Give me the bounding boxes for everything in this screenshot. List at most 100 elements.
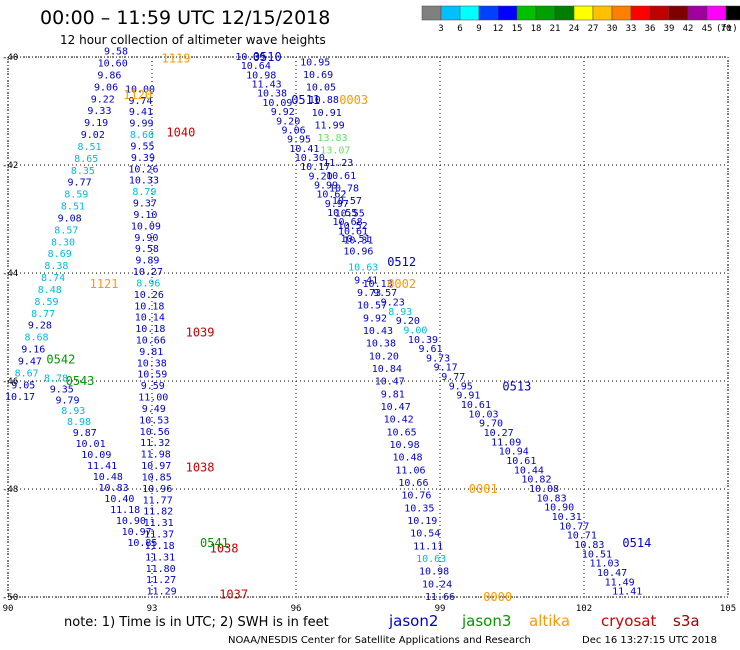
wave-height-value: 10.41: [289, 144, 319, 155]
x-tick-label: 96: [291, 604, 302, 614]
pass-labels: 1119112010401121103905420543103810380541…: [46, 50, 651, 604]
wave-height-value: 9.77: [441, 372, 465, 383]
wave-height-value: 10.19: [407, 516, 437, 527]
wave-height-value: 9.41: [354, 275, 378, 286]
wave-height-value: 13.83: [317, 133, 347, 144]
wave-height-value: 10.31: [552, 512, 582, 523]
wave-height-value: 10.61: [338, 226, 368, 237]
wave-height-value: 13.07: [320, 146, 350, 157]
pass-label: 1120: [123, 88, 152, 102]
wave-height-value: 9.59: [141, 381, 165, 392]
pass-label: 0513: [502, 379, 531, 393]
wave-height-value: 10.20: [369, 351, 399, 362]
colorbar-tick: 9: [476, 24, 481, 34]
wave-height-value: 11.41: [612, 587, 642, 598]
wave-height-value: 10.83: [537, 493, 567, 504]
wave-height-value: 10.55: [327, 208, 357, 219]
wave-height-value: 10.88: [309, 95, 339, 106]
y-tick-label: -46: [2, 377, 18, 387]
colorbar-swatch: [630, 5, 651, 21]
wave-height-value: 10.96: [142, 484, 172, 495]
colorbar-tick: 6: [457, 24, 462, 34]
colorbar-tick: 45: [702, 24, 713, 34]
colorbar-swatch: [516, 5, 537, 21]
wave-height-value: 9.23: [381, 297, 405, 308]
x-tick-label: 105: [720, 604, 736, 614]
pass-label: 1119: [162, 52, 191, 66]
wave-height-value: 9.37: [133, 199, 157, 210]
wave-height-value: 9.17: [434, 363, 458, 374]
wave-height-value: 10.48: [392, 453, 422, 464]
wave-height-value: 8.69: [48, 249, 72, 260]
wave-height-value: 9.81: [381, 389, 405, 400]
wave-height-value: 10.13: [363, 279, 393, 290]
colorbar-swatch: [497, 5, 518, 21]
wave-height-value: 9.02: [81, 130, 105, 141]
wave-height-value: 10.61: [506, 456, 536, 467]
wave-height-value: 8.77: [31, 309, 55, 320]
pass-label: 0514: [622, 536, 651, 550]
wave-height-value: 9.39: [131, 153, 155, 164]
wave-height-value: 10.91: [312, 108, 342, 119]
wave-height-value: 10.90: [544, 503, 574, 514]
pass-label: 0002: [387, 277, 416, 291]
pass-label: 1038: [186, 460, 215, 474]
wave-height-value: 10.85: [142, 472, 172, 483]
wave-height-value: 10.84: [372, 364, 402, 375]
wave-height-value: 11.32: [140, 438, 170, 449]
wave-height-value: 10.09: [262, 98, 292, 109]
wave-height-value: 11.99: [315, 120, 345, 131]
wave-height-value: 10.08: [529, 484, 559, 495]
wave-height-value: 9.87: [73, 428, 97, 439]
x-tick-label: 99: [435, 604, 446, 614]
wave-height-value: 9.20: [309, 171, 333, 182]
x-tick-labels: 90 93 96 99 102 105: [3, 604, 737, 614]
wave-height-value: 9.55: [130, 141, 154, 152]
wave-height-value: 10.76: [401, 491, 431, 502]
wave-height-value: 8.65: [74, 154, 98, 165]
wave-height-value: 10.57: [357, 301, 387, 312]
colorbar-swatch: [592, 5, 613, 21]
wave-height-value: 10.69: [303, 70, 333, 81]
wave-height-value: 10.94: [499, 447, 529, 458]
wave-height-value: 9.06: [94, 82, 118, 93]
footer-credit: NOAA/NESDIS Center for Satellite Applica…: [228, 635, 531, 646]
wave-height-value: 10.39: [235, 52, 265, 63]
wave-height-value: 11.29: [147, 587, 177, 598]
colorbar-swatch: [459, 5, 480, 21]
wave-height-value: 9.90: [134, 233, 158, 244]
wave-height-value: 11.31: [144, 518, 174, 529]
pass-label: 0003: [339, 93, 368, 107]
wave-height-value: 9.08: [58, 213, 82, 224]
wave-height-value: 9.99: [314, 181, 338, 192]
y-tick-label: -50: [2, 593, 18, 603]
wave-height-value: 11.00: [138, 393, 168, 404]
wave-height-value: 10.83: [574, 540, 604, 551]
wave-height-value: 10.51: [340, 234, 370, 245]
pass-label: 1121: [90, 277, 119, 291]
wave-height-value: 8.79: [132, 187, 156, 198]
colorbar-tick: 12: [493, 24, 504, 34]
wave-height-value: 10.82: [521, 475, 551, 486]
colorbar-tick: 33: [626, 24, 637, 34]
wave-height-value: 10.05: [306, 83, 336, 94]
wave-height-value: 11.18: [145, 541, 175, 552]
wave-height-value: 8.51: [61, 202, 85, 213]
wave-height-value: 10.64: [241, 61, 271, 72]
wave-height-value: 11.43: [252, 80, 282, 91]
wave-height-value: 10.03: [468, 409, 498, 420]
wave-height-value: 8.60: [130, 130, 154, 141]
wave-height-value: 8.93: [388, 307, 412, 318]
wave-height-value: 10.27: [133, 267, 163, 278]
legend-entry: cryosat: [601, 612, 656, 630]
wave-height-value: 10.09: [81, 450, 111, 461]
colorbar-tick: 15: [512, 24, 523, 34]
wave-height-value: 9.28: [28, 321, 52, 332]
wave-height-value: 10.47: [597, 568, 627, 579]
colorbar-tick: 24: [569, 24, 580, 34]
wave-height-value: 10.18: [134, 301, 164, 312]
wave-height-value: 10.97: [122, 527, 152, 538]
wave-height-value: 10.47: [375, 377, 405, 388]
colorbar-swatch: [611, 5, 632, 21]
pass-label: 0000: [483, 590, 512, 604]
